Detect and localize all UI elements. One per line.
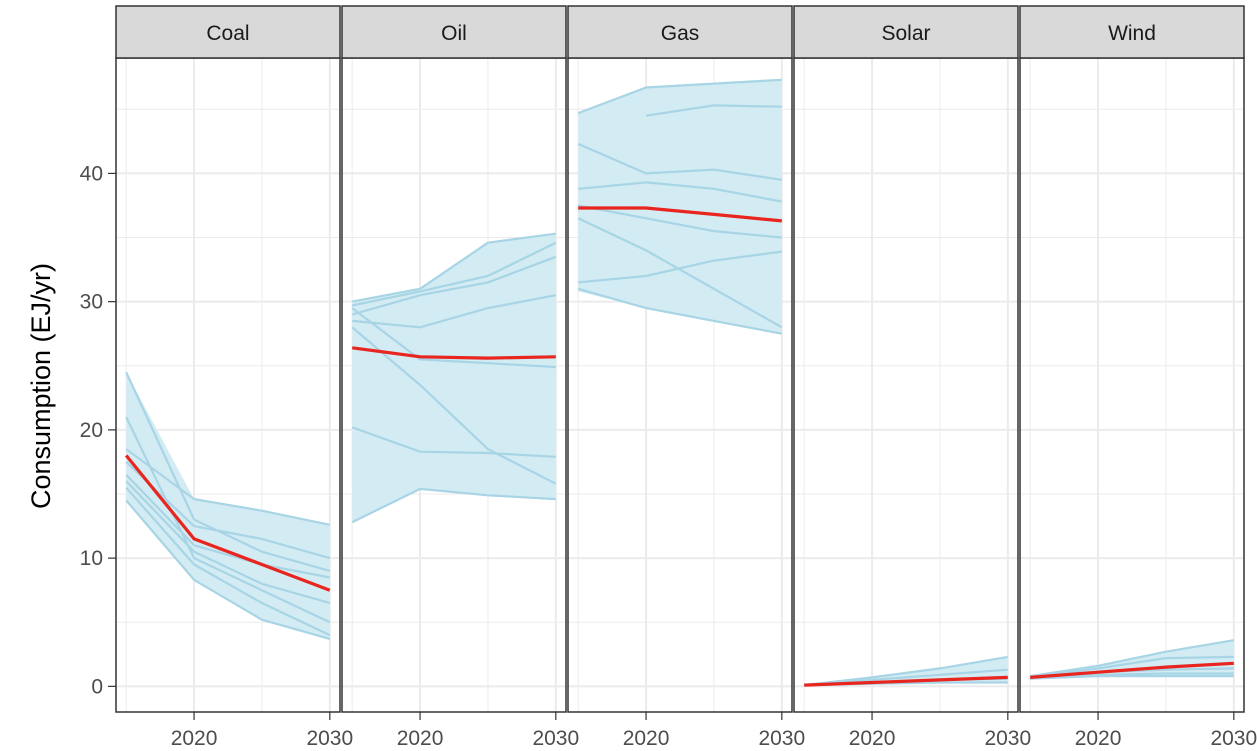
panels: Coal 2020 2030 Oil 2020 2030 Gas 2020 2030 Solar 2… bbox=[115, 5, 1257, 750]
scenario-line bbox=[578, 181, 783, 203]
panel-oil: Oil 2020 2030 bbox=[341, 5, 579, 750]
scenario-line bbox=[125, 474, 331, 579]
x-tick-label: 2030 bbox=[1210, 727, 1257, 750]
facet-strip-label: Wind bbox=[1108, 22, 1156, 45]
scenario-line bbox=[578, 250, 782, 284]
x-tick-label: 2030 bbox=[532, 727, 579, 750]
median-line bbox=[124, 454, 331, 592]
y-axis: 0 10 20 30 40 bbox=[80, 162, 116, 698]
facet-strip bbox=[567, 5, 793, 59]
median-line bbox=[1030, 661, 1234, 679]
scenario-line bbox=[351, 307, 556, 369]
facet-strip bbox=[341, 5, 567, 59]
scenario-line bbox=[351, 426, 556, 458]
scenario-line bbox=[352, 294, 557, 329]
facet-strip-label: Gas bbox=[661, 22, 700, 45]
panel-coal: Coal 2020 2030 bbox=[115, 5, 353, 750]
scenario-line bbox=[125, 371, 331, 572]
y-tick-label: 0 bbox=[91, 675, 103, 698]
scenario-line bbox=[577, 78, 782, 115]
facet-strip bbox=[793, 5, 1019, 59]
panel-background bbox=[1020, 58, 1244, 712]
median-line bbox=[351, 346, 556, 360]
facet-strip bbox=[115, 5, 341, 59]
facet-strip-label: Coal bbox=[206, 22, 249, 45]
scenario-line bbox=[125, 486, 331, 637]
scenario-line bbox=[351, 255, 557, 316]
scenario-line bbox=[577, 142, 782, 181]
panel-solar: Solar 2020 2030 bbox=[793, 5, 1031, 750]
median-line bbox=[804, 675, 1008, 687]
scenario-line bbox=[351, 232, 556, 303]
y-tick-label: 10 bbox=[80, 547, 103, 570]
ribbon-area bbox=[578, 79, 782, 334]
scenario-line bbox=[1030, 655, 1234, 679]
scenario-line bbox=[1030, 675, 1234, 680]
scenario-line bbox=[125, 480, 331, 605]
scenario-line bbox=[1030, 639, 1234, 678]
x-tick-label: 2020 bbox=[1075, 727, 1122, 750]
scenario-line bbox=[125, 499, 331, 640]
x-tick-label: 2020 bbox=[623, 727, 670, 750]
x-tick-label: 2030 bbox=[758, 727, 805, 750]
scenario-line bbox=[125, 461, 331, 560]
panel-wind: Wind 2020 2030 bbox=[1019, 5, 1257, 750]
scenario-line bbox=[351, 487, 556, 524]
scenario-line bbox=[351, 241, 557, 307]
scenario-line bbox=[125, 416, 331, 624]
scenario-line bbox=[351, 326, 557, 485]
y-axis-title: Consumption (EJ/yr) bbox=[26, 263, 56, 509]
scenario-line bbox=[577, 287, 783, 335]
y-tick-label: 30 bbox=[80, 291, 103, 314]
panel-gas: Gas 2020 2030 bbox=[567, 5, 805, 750]
facet-strip bbox=[1019, 5, 1245, 59]
facet-strip-label: Solar bbox=[881, 22, 930, 45]
median-line bbox=[578, 206, 782, 223]
x-tick-label: 2020 bbox=[849, 727, 896, 750]
y-tick-label: 20 bbox=[80, 419, 103, 442]
y-tick-label: 40 bbox=[80, 162, 103, 185]
scenario-line bbox=[645, 104, 782, 117]
scenario-line bbox=[577, 217, 783, 329]
x-tick-label: 2020 bbox=[171, 727, 218, 750]
facet-strip-label: Oil bbox=[441, 22, 467, 45]
scenario-line bbox=[804, 655, 1008, 687]
panel-background bbox=[794, 58, 1018, 712]
scenario-line bbox=[125, 448, 331, 526]
x-tick-label: 2020 bbox=[397, 727, 444, 750]
x-tick-label: 2030 bbox=[306, 727, 353, 750]
scenario-line bbox=[577, 204, 782, 239]
x-tick-label: 2030 bbox=[984, 727, 1031, 750]
